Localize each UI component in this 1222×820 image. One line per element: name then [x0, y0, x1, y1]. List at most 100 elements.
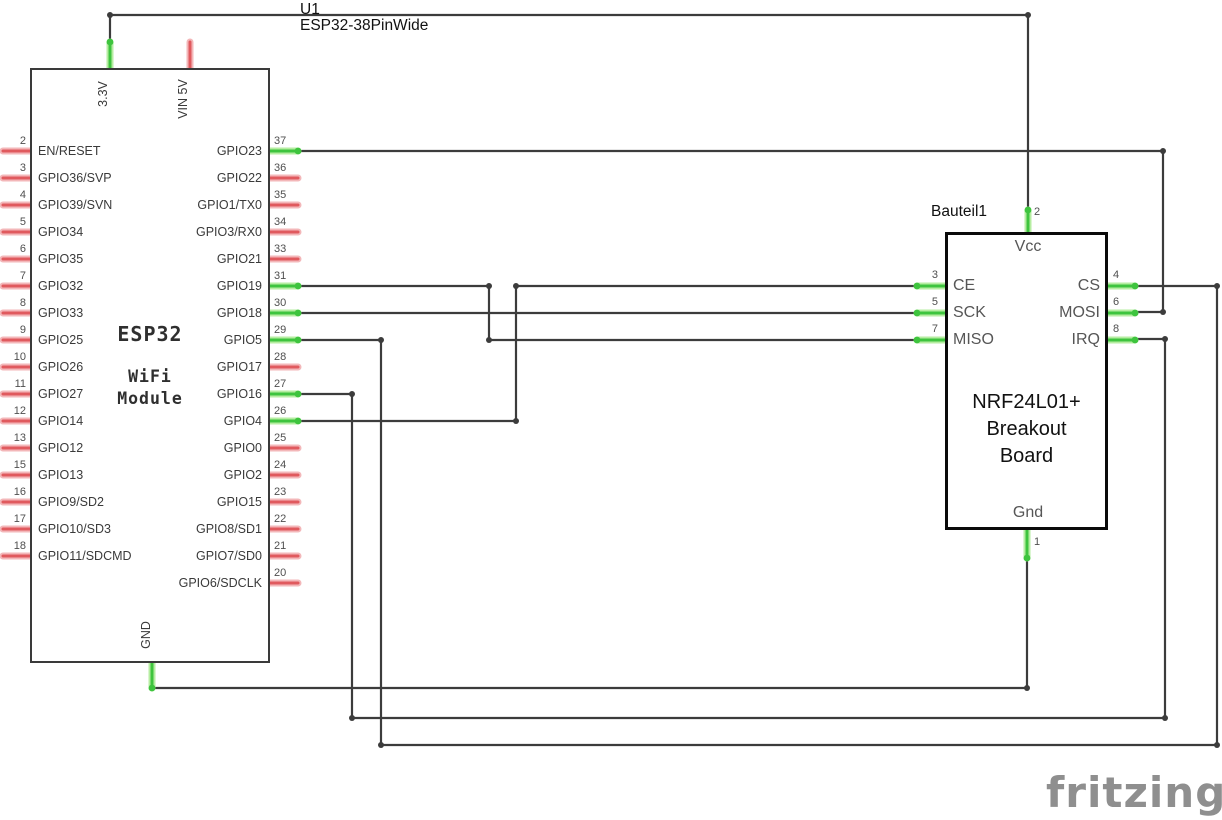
- nrf-pin-cs[interactable]: [1104, 282, 1139, 290]
- esp32-pin-label-16: GPIO9/SD2: [38, 495, 104, 509]
- esp32-pin-gpio16[interactable]: [266, 390, 302, 398]
- bendpoint-net-gpio16-irq[interactable]: [1162, 715, 1168, 721]
- esp32-pin-label-15: GPIO13: [38, 468, 84, 482]
- esp32-pin-number-8: 8: [19, 297, 26, 309]
- esp32-pin-number-11: 11: [14, 378, 26, 390]
- bendpoint-net-gpio23-mosi[interactable]: [1160, 148, 1166, 154]
- esp32-pin-number-23: 23: [274, 486, 287, 498]
- esp32-pin-label-13: GPIO12: [38, 441, 84, 455]
- esp32-pin-label-28: GPIO17: [216, 360, 262, 374]
- bendpoint-net-gpio5-cs[interactable]: [378, 742, 384, 748]
- esp32-pin-number-20: 20: [274, 567, 287, 579]
- esp32-pin-number-35: 35: [274, 189, 287, 201]
- esp32-pin-number-10: 10: [13, 351, 26, 363]
- bendpoint-net-3v3-vcc[interactable]: [1025, 12, 1031, 18]
- pins-group: [0, 38, 1139, 692]
- esp32-pin-number-21: 21: [274, 540, 287, 552]
- nrf-pin-miso[interactable]: [913, 336, 949, 344]
- esp32-pin-label-35: GPIO1/TX0: [197, 198, 262, 212]
- esp32-pin-label-30: GPIO18: [216, 306, 262, 320]
- bendpoint-net-gpio5-cs[interactable]: [378, 337, 384, 343]
- esp32-pin-number-7: 7: [19, 270, 26, 282]
- bendpoint-net-gpio19-miso[interactable]: [486, 283, 492, 289]
- nrf-pin-vcc-terminal: [1024, 206, 1032, 214]
- bendpoint-net-gnd[interactable]: [1024, 685, 1030, 691]
- nrf-pin-vcc[interactable]: [1024, 206, 1032, 236]
- wire-net-gpio4-ce[interactable]: [298, 284, 917, 423]
- esp32-pin-label-34: GPIO3/RX0: [196, 225, 262, 239]
- esp32-pin-gpio4-terminal: [294, 417, 302, 425]
- esp32-pin-number-22: 22: [274, 513, 287, 525]
- esp32-pin-label-29: GPIO5: [223, 333, 262, 347]
- esp32-pin-label-8: GPIO33: [38, 306, 84, 320]
- bendpoint-net-gpio16-irq[interactable]: [349, 715, 355, 721]
- nrf-pin-number-5: 5: [931, 296, 938, 308]
- nrf-pin-number-3: 3: [931, 269, 938, 281]
- esp32-pin-gnd[interactable]: [148, 658, 156, 692]
- nrf-pin-label-8: IRQ: [1071, 331, 1100, 348]
- esp32-pin-label-20: GPIO6/SDCLK: [178, 576, 262, 590]
- wire-net-3v3-vcc[interactable]: [108, 13, 1030, 210]
- nrf-pin-irq[interactable]: [1104, 336, 1139, 344]
- esp32-pin-gpio5-terminal: [294, 336, 302, 344]
- bendpoint-net-gpio16-irq[interactable]: [1162, 336, 1168, 342]
- bendpoint-net-gpio19-miso[interactable]: [486, 337, 492, 343]
- nrf-part-title: NRF24L01+ Breakout Board: [946, 389, 1107, 470]
- esp32-pin-number-28: 28: [274, 351, 287, 363]
- nrf-ref-designator: Bauteil1: [931, 203, 988, 220]
- bendpoint-net-gpio5-cs[interactable]: [1214, 742, 1220, 748]
- esp32-pin-number-27: 27: [274, 378, 287, 390]
- esp32-pin-label-31: GPIO19: [216, 279, 262, 293]
- nrf-pin-cs-terminal: [1131, 282, 1139, 290]
- esp32-pin-3v3[interactable]: [106, 38, 114, 72]
- esp32-pin-number-31: 31: [274, 270, 287, 282]
- nrf-pin-mosi-terminal: [1131, 309, 1139, 317]
- esp32-pin-number-15: 15: [13, 459, 26, 471]
- esp32-pin-number-3: 3: [19, 162, 26, 174]
- nrf-pin-sck[interactable]: [913, 309, 949, 317]
- bendpoint-net-gpio16-irq[interactable]: [349, 391, 355, 397]
- esp32-pin-gpio5[interactable]: [266, 336, 302, 344]
- esp32-pin-gpio4[interactable]: [266, 417, 302, 425]
- wires-group: [107, 12, 1220, 748]
- esp32-pin-label-33: GPIO21: [216, 252, 262, 266]
- esp32-pin-gpio23[interactable]: [266, 147, 302, 155]
- nrf-pin-label-6: MOSI: [1059, 304, 1100, 321]
- nrf-pin-gnd-number: 1: [1034, 536, 1041, 548]
- nrf-part-title-line3: Board: [999, 445, 1054, 467]
- nrf24l01-component-body[interactable]: [945, 232, 1108, 530]
- esp32-component-body[interactable]: [30, 68, 270, 663]
- esp32-pin-gpio18[interactable]: [266, 309, 302, 317]
- esp32-pin-label-21: GPIO7/SD0: [196, 549, 262, 563]
- nrf-pin-gnd[interactable]: [1023, 526, 1031, 562]
- bendpoint-net-gpio4-ce[interactable]: [513, 283, 519, 289]
- esp32-pin-label-37: GPIO23: [216, 144, 262, 158]
- bendpoint-net-gpio5-cs[interactable]: [1214, 283, 1220, 289]
- bendpoint-net-gpio23-mosi[interactable]: [1160, 309, 1166, 315]
- wire-net-gpio23-mosi[interactable]: [298, 149, 1165, 314]
- esp32-pin-label-10: GPIO26: [38, 360, 84, 374]
- bendpoint-net-3v3-vcc[interactable]: [107, 12, 113, 18]
- nrf-pin-ce-terminal: [913, 282, 921, 290]
- esp32-pin-label-11: GPIO27: [38, 387, 84, 401]
- esp32-chip-subtitle-line1: WiFi: [128, 367, 172, 386]
- esp32-pin-number-25: 25: [274, 432, 287, 444]
- wire-net-gpio16-irq[interactable]: [298, 337, 1167, 720]
- esp32-pin-label-12: GPIO14: [38, 414, 84, 428]
- nrf-pin-miso-terminal: [913, 336, 921, 344]
- esp32-pin-label-26: GPIO4: [223, 414, 262, 428]
- bendpoint-net-gpio4-ce[interactable]: [513, 418, 519, 424]
- nrf-pin-vcc-number: 2: [1034, 206, 1041, 218]
- esp32-pin-number-12: 12: [13, 405, 26, 417]
- nrf-pin-mosi[interactable]: [1104, 309, 1139, 317]
- esp32-pin-gpio19[interactable]: [266, 282, 302, 290]
- wire-net-gpio5-cs[interactable]: [298, 284, 1219, 747]
- esp32-pin-number-13: 13: [13, 432, 26, 444]
- esp32-pin-label-23: GPIO15: [216, 495, 262, 509]
- esp32-pin-gpio18-terminal: [294, 309, 302, 317]
- nrf-pin-sck-terminal: [913, 309, 921, 317]
- esp32-pin-label-3: GPIO36/SVP: [38, 171, 112, 185]
- nrf-pin-vcc-label: Vcc: [1014, 238, 1042, 255]
- nrf-pin-ce[interactable]: [913, 282, 949, 290]
